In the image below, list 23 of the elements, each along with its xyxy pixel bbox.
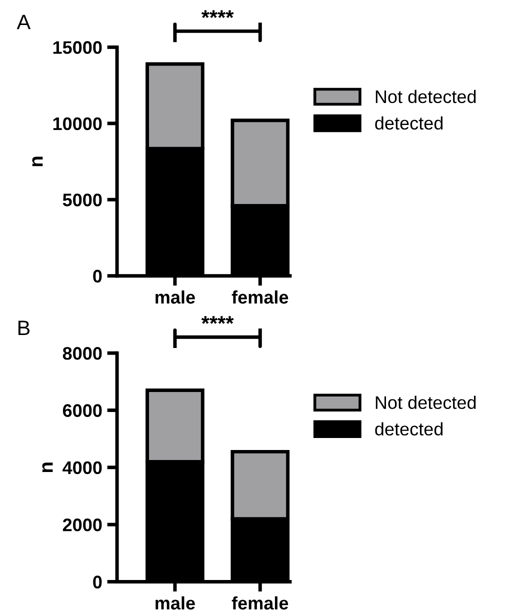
y-tick-label: 4000 bbox=[62, 461, 102, 474]
x-tick-label: male bbox=[156, 596, 195, 610]
legend-label: detected bbox=[375, 422, 443, 436]
x-tick-label: female bbox=[232, 290, 288, 304]
y-axis-title: n bbox=[42, 462, 53, 472]
y-tick-label: 10000 bbox=[53, 117, 102, 130]
y-tick-label: 6000 bbox=[62, 404, 102, 417]
legend-label: Not detected bbox=[376, 396, 476, 410]
y-tick-label: 0 bbox=[93, 576, 102, 588]
x-tick-label: female bbox=[232, 596, 288, 610]
legend-label: Not detected bbox=[376, 90, 476, 104]
text: **** bbox=[201, 10, 234, 18]
y-tick-label: 2000 bbox=[62, 518, 102, 532]
y-tick-label: 8000 bbox=[62, 347, 102, 360]
chart-title: B bbox=[18, 320, 30, 336]
x-tick-label: male bbox=[156, 290, 195, 304]
legend-label: detected bbox=[375, 116, 443, 130]
chart-title: A bbox=[16, 14, 31, 30]
y-tick-label: 15000 bbox=[53, 41, 102, 54]
y-tick-label: 5000 bbox=[62, 194, 102, 206]
y-axis-title: n bbox=[32, 156, 43, 166]
text: **** bbox=[201, 316, 234, 324]
y-tick-label: 0 bbox=[93, 270, 102, 283]
